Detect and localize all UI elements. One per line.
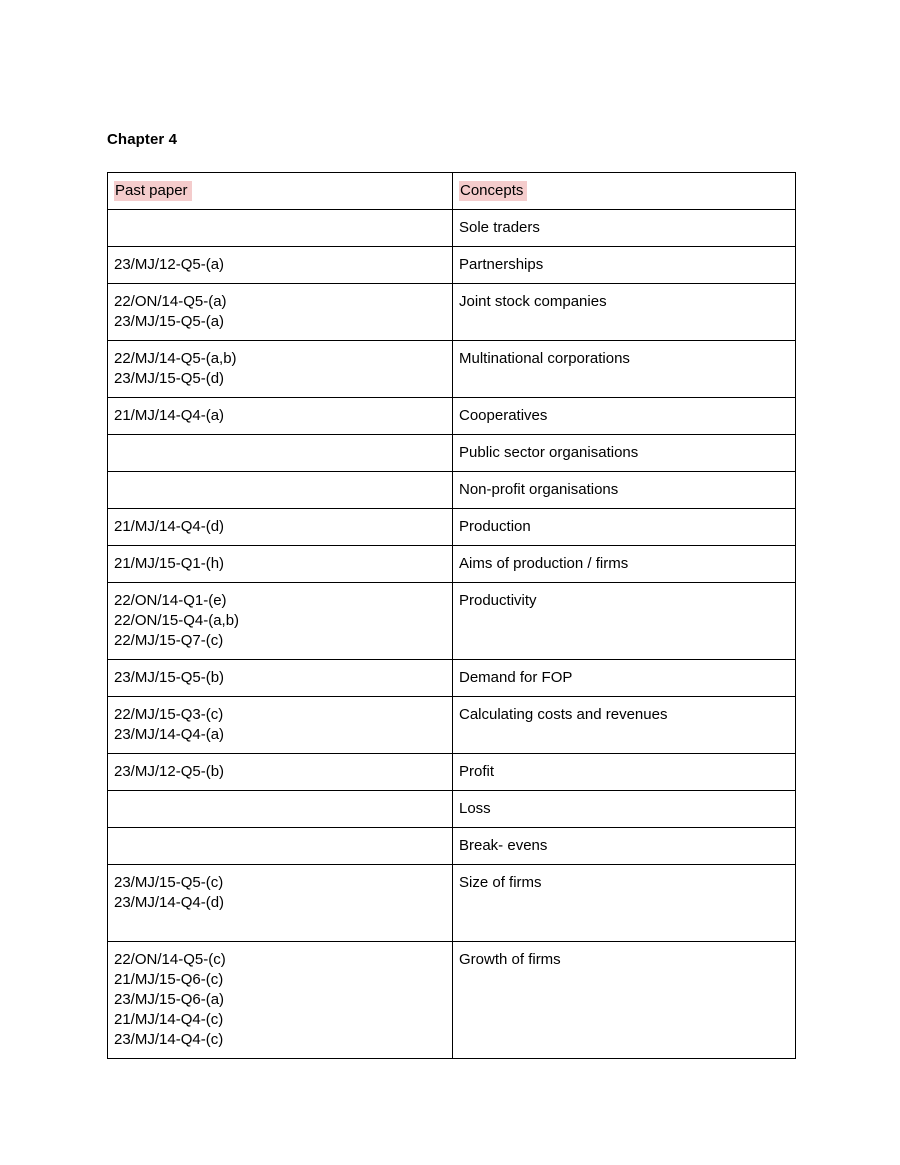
- concept-cell: Calculating costs and revenues: [452, 696, 796, 754]
- past-paper-code: 23/MJ/12-Q5-(a): [114, 256, 225, 273]
- past-paper-cell: 22/ON/14-Q5-(c) 21/MJ/15-Q6-(c) 23/MJ/15-Q…: [107, 941, 453, 1059]
- table-row: Break- evens: [107, 827, 796, 865]
- past-paper-code: [114, 913, 442, 933]
- concept-cell: Productivity: [452, 582, 796, 660]
- table-row: Non-profit organisations: [107, 471, 796, 509]
- concept-cell: Non-profit organisations: [452, 471, 796, 509]
- concept-label: Growth of firms: [459, 951, 561, 968]
- past-paper-cell: [107, 790, 453, 828]
- concept-label: Joint stock companies: [459, 293, 607, 310]
- past-paper-code: 21/MJ/14-Q4-(d): [114, 518, 225, 535]
- past-paper-cell: 23/MJ/15-Q5-(c) 23/MJ/14-Q4-(d): [107, 864, 453, 942]
- past-paper-cell: [107, 209, 453, 247]
- past-paper-cell: [107, 827, 453, 865]
- past-paper-code: 21/MJ/14-Q4-(c): [114, 1011, 224, 1028]
- concept-cell: Multinational corporations: [452, 340, 796, 398]
- concept-cell: Public sector organisations: [452, 434, 796, 472]
- concept-cell: Demand for FOP: [452, 659, 796, 697]
- concept-label: Break- evens: [459, 837, 548, 854]
- past-paper-code: 23/MJ/15-Q6-(a): [114, 991, 225, 1008]
- column-header-past-paper-label: Past paper: [114, 181, 192, 201]
- past-paper-cell: [107, 471, 453, 509]
- past-paper-cell: 23/MJ/15-Q5-(b): [107, 659, 453, 697]
- past-paper-code: 22/ON/14-Q1-(e): [114, 592, 227, 609]
- past-paper-code: 22/ON/14-Q5-(c): [114, 951, 226, 968]
- concept-label: Sole traders: [459, 219, 540, 236]
- past-paper-cell: [107, 434, 453, 472]
- table-row: 22/MJ/14-Q5-(a,b) 23/MJ/15-Q5-(d) Multinat…: [107, 340, 796, 398]
- past-paper-cell: 21/MJ/14-Q4-(a): [107, 397, 453, 435]
- past-paper-code: 22/MJ/15-Q3-(c): [114, 706, 224, 723]
- concept-cell: Cooperatives: [452, 397, 796, 435]
- past-paper-code: 22/MJ/14-Q5-(a,b): [114, 350, 237, 367]
- concept-cell: Aims of production / firms: [452, 545, 796, 583]
- concept-label: Loss: [459, 800, 491, 817]
- chapter-heading: Chapter 4: [107, 131, 178, 148]
- past-paper-cell: 23/MJ/12-Q5-(a): [107, 246, 453, 284]
- past-paper-code: 21/MJ/15-Q6-(c): [114, 971, 224, 988]
- concept-cell: Partnerships: [452, 246, 796, 284]
- table-row: 22/ON/14-Q5-(a) 23/MJ/15-Q5-(a) Joint stoc…: [107, 283, 796, 341]
- table-row: Loss: [107, 790, 796, 828]
- concept-cell: Break- evens: [452, 827, 796, 865]
- concept-label: Public sector organisations: [459, 444, 639, 461]
- column-header-concepts: Concepts: [452, 172, 796, 210]
- concept-label: Profit: [459, 763, 495, 780]
- table-row: Sole traders: [107, 209, 796, 247]
- past-paper-code: 21/MJ/14-Q4-(a): [114, 407, 225, 424]
- past-paper-code: 22/ON/15-Q4-(a,b): [114, 612, 240, 629]
- concept-cell: Size of firms: [452, 864, 796, 942]
- concept-cell: Sole traders: [452, 209, 796, 247]
- concept-label: Productivity: [459, 592, 537, 609]
- past-paper-code: 21/MJ/15-Q1-(h): [114, 555, 225, 572]
- concept-label: Cooperatives: [459, 407, 548, 424]
- past-paper-code: 23/MJ/14-Q4-(a): [114, 726, 225, 743]
- column-header-past-paper: Past paper: [107, 172, 453, 210]
- concept-label: Size of firms: [459, 874, 542, 891]
- past-paper-code: 23/MJ/14-Q4-(c): [114, 1031, 224, 1048]
- concept-label: Aims of production / firms: [459, 555, 629, 572]
- past-paper-code: 22/MJ/15-Q7-(c): [114, 632, 224, 649]
- table-header-row: Past paper Concepts: [107, 172, 796, 210]
- past-paper-code: 23/MJ/12-Q5-(b): [114, 763, 225, 780]
- column-header-concepts-label: Concepts: [459, 181, 528, 201]
- past-paper-concepts-table: Past paper Concepts Sole traders 23/MJ/12…: [107, 172, 796, 1059]
- table-row: 23/MJ/12-Q5-(b) Profit: [107, 753, 796, 791]
- table-row: 22/ON/14-Q5-(c) 21/MJ/15-Q6-(c) 23/MJ/15-Q…: [107, 941, 796, 1059]
- past-paper-code: 23/MJ/15-Q5-(d): [114, 370, 225, 387]
- table-row: 23/MJ/15-Q5-(c) 23/MJ/14-Q4-(d) Size of f…: [107, 864, 796, 942]
- table-row: 21/MJ/15-Q1-(h) Aims of production / firm…: [107, 545, 796, 583]
- table-row: 21/MJ/14-Q4-(d) Production: [107, 508, 796, 546]
- concept-cell: Production: [452, 508, 796, 546]
- concept-cell: Joint stock companies: [452, 283, 796, 341]
- table-row: 23/MJ/12-Q5-(a) Partnerships: [107, 246, 796, 284]
- past-paper-code: 23/MJ/15-Q5-(b): [114, 669, 225, 686]
- concept-cell: Loss: [452, 790, 796, 828]
- concept-label: Demand for FOP: [459, 669, 573, 686]
- past-paper-cell: 22/ON/14-Q5-(a) 23/MJ/15-Q5-(a): [107, 283, 453, 341]
- past-paper-code: 23/MJ/14-Q4-(d): [114, 894, 225, 911]
- table-row: 22/MJ/15-Q3-(c) 23/MJ/14-Q4-(a) Calculatin…: [107, 696, 796, 754]
- table-row: 22/ON/14-Q1-(e) 22/ON/15-Q4-(a,b) 22/MJ/15…: [107, 582, 796, 660]
- past-paper-cell: 23/MJ/12-Q5-(b): [107, 753, 453, 791]
- concept-cell: Growth of firms: [452, 941, 796, 1059]
- concept-cell: Profit: [452, 753, 796, 791]
- concept-label: Multinational corporations: [459, 350, 630, 367]
- past-paper-cell: 22/MJ/15-Q3-(c) 23/MJ/14-Q4-(a): [107, 696, 453, 754]
- concept-label: Partnerships: [459, 256, 544, 273]
- table-row: 23/MJ/15-Q5-(b) Demand for FOP: [107, 659, 796, 697]
- past-paper-cell: 22/MJ/14-Q5-(a,b) 23/MJ/15-Q5-(d): [107, 340, 453, 398]
- concept-label: Calculating costs and revenues: [459, 706, 668, 723]
- table-row: Public sector organisations: [107, 434, 796, 472]
- concept-label: Non-profit organisations: [459, 481, 619, 498]
- past-paper-cell: 22/ON/14-Q1-(e) 22/ON/15-Q4-(a,b) 22/MJ/15…: [107, 582, 453, 660]
- table-row: 21/MJ/14-Q4-(a) Cooperatives: [107, 397, 796, 435]
- past-paper-code: 22/ON/14-Q5-(a): [114, 293, 227, 310]
- past-paper-code: 23/MJ/15-Q5-(a): [114, 313, 225, 330]
- past-paper-code: 23/MJ/15-Q5-(c): [114, 874, 224, 891]
- past-paper-cell: 21/MJ/15-Q1-(h): [107, 545, 453, 583]
- concept-label: Production: [459, 518, 531, 535]
- past-paper-cell: 21/MJ/14-Q4-(d): [107, 508, 453, 546]
